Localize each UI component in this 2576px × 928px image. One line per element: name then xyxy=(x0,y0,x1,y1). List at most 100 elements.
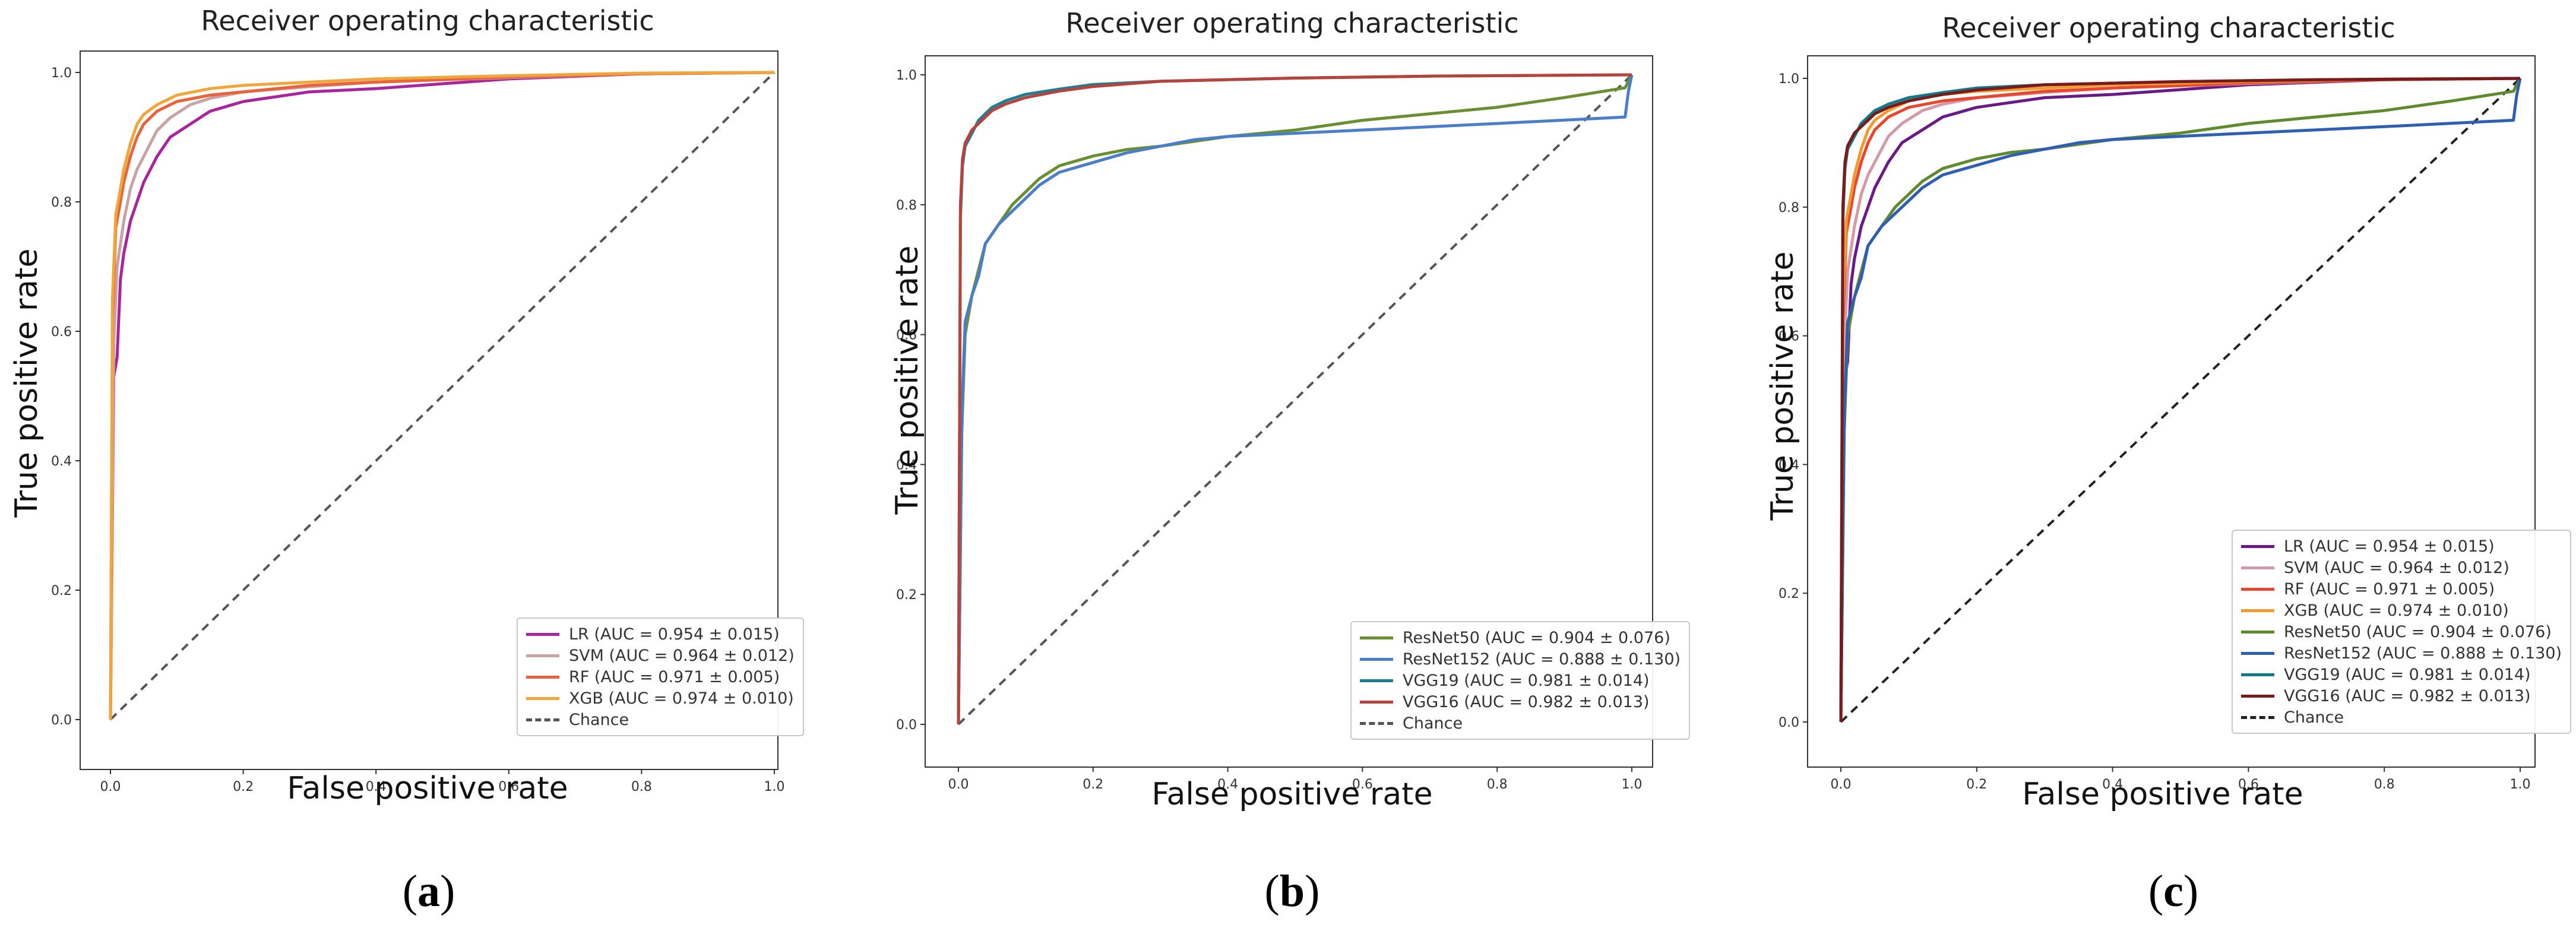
x-tick-label: 0.6 xyxy=(2238,777,2259,792)
legend-label: ResNet50 (AUC = 0.904 ± 0.076) xyxy=(2284,622,2552,641)
legend-label: XGB (AUC = 0.974 ± 0.010) xyxy=(2284,601,2509,620)
x-tick-label: 0.4 xyxy=(366,780,387,794)
legend-item: ResNet152 (AUC = 0.888 ± 0.130) xyxy=(2241,642,2562,664)
series-line-rf xyxy=(1839,77,2521,723)
y-tick-label: 1.0 xyxy=(896,68,917,83)
series-line-lr xyxy=(1839,77,2521,723)
legend-item: Chance xyxy=(526,709,795,730)
y-tick-label: 0.8 xyxy=(51,195,72,210)
y-tick-label: 0.6 xyxy=(51,325,72,340)
legend-item: SVM (AUC = 0.964 ± 0.012) xyxy=(526,645,795,666)
x-tick-label: 1.0 xyxy=(764,780,785,794)
chart-title: Receiver operating characteristic xyxy=(1942,12,2395,44)
legend-label: RF (AUC = 0.971 ± 0.005) xyxy=(569,667,780,686)
y-tick-label: 0.2 xyxy=(51,584,72,598)
x-axis-label: False positive rate xyxy=(287,771,568,806)
series-line-lr xyxy=(109,71,775,720)
chance-line xyxy=(109,71,776,721)
legend: ResNet50 (AUC = 0.904 ± 0.076) ResNet152 … xyxy=(1350,621,1691,740)
legend-label: VGG16 (AUC = 0.982 ± 0.013) xyxy=(1403,692,1650,711)
legend-label: XGB (AUC = 0.974 ± 0.010) xyxy=(569,689,794,708)
chart-title: Receiver operating characteristic xyxy=(1065,7,1519,39)
x-tick-label: 0.0 xyxy=(1831,777,1852,792)
legend-swatch xyxy=(526,675,559,679)
legend-label: LR (AUC = 0.954 ± 0.015) xyxy=(569,625,780,644)
x-tick-label: 0.2 xyxy=(1966,777,1987,792)
legend-swatch xyxy=(526,696,559,700)
y-tick-label: 0.8 xyxy=(896,198,917,213)
legend-item: XGB (AUC = 0.974 ± 0.010) xyxy=(526,688,795,709)
y-axis-label: True positive rate xyxy=(9,248,45,518)
y-tick-label: 0.0 xyxy=(51,713,72,728)
series-line-rf xyxy=(109,71,775,720)
x-tick-label: 0.8 xyxy=(2374,777,2395,792)
legend-swatch xyxy=(526,632,559,636)
legend-item: RF (AUC = 0.971 ± 0.005) xyxy=(526,666,795,688)
x-tick-label: 0.6 xyxy=(1352,777,1373,792)
legend-item: VGG16 (AUC = 0.982 ± 0.013) xyxy=(1360,691,1681,712)
legend-item: RF (AUC = 0.971 ± 0.005) xyxy=(2241,578,2562,600)
panel-label: (c) xyxy=(2148,866,2199,916)
legend-item: VGG16 (AUC = 0.982 ± 0.013) xyxy=(2241,685,2562,707)
legend-label: Chance xyxy=(1403,714,1463,733)
y-tick-label: 0.8 xyxy=(1778,201,1799,216)
y-axis-label: True positive rate xyxy=(890,245,925,515)
legend-label: SVM (AUC = 0.964 ± 0.012) xyxy=(2284,558,2509,577)
y-axis-label: True positive rate xyxy=(1765,251,1800,521)
y-tick-label: 0.6 xyxy=(896,328,917,343)
x-tick-label: 0.4 xyxy=(1217,777,1238,792)
legend-item: LR (AUC = 0.954 ± 0.015) xyxy=(2241,536,2562,557)
y-tick-label: 1.0 xyxy=(51,66,72,81)
panel-label: (a) xyxy=(402,866,455,916)
plot-frame xyxy=(925,55,1653,768)
y-tick-label: 0.4 xyxy=(1778,458,1799,473)
roc-chart-a: 0.0 0.2 0.4 0.6 0.8 1.0 0.0 0.2 0.4 0.6 0.8 1.0 xyxy=(51,50,785,794)
y-tick-label: 0.4 xyxy=(51,454,72,469)
legend: LR (AUC = 0.954 ± 0.015) SVM (AUC = 0.964… xyxy=(517,617,804,736)
legend-swatch xyxy=(1360,636,1393,639)
x-tick-label: 0.2 xyxy=(1083,777,1103,792)
legend-swatch xyxy=(526,718,559,721)
legend-swatch xyxy=(1360,657,1393,661)
legend-label: VGG19 (AUC = 0.981 ± 0.014) xyxy=(2284,665,2531,684)
legend-swatch xyxy=(2241,566,2274,569)
legend-item: VGG19 (AUC = 0.981 ± 0.014) xyxy=(1360,670,1681,691)
legend-label: ResNet152 (AUC = 0.888 ± 0.130) xyxy=(2284,644,2562,663)
y-tick-label: 0.6 xyxy=(1778,330,1799,344)
x-tick-label: 0.2 xyxy=(233,780,254,794)
y-tick-label: 1.0 xyxy=(1778,72,1799,87)
legend: LR (AUC = 0.954 ± 0.015) SVM (AUC = 0.964… xyxy=(2232,530,2572,734)
legend-item: ResNet50 (AUC = 0.904 ± 0.076) xyxy=(2241,621,2562,642)
x-tick-label: 0.8 xyxy=(1487,777,1508,792)
x-tick-label: 1.0 xyxy=(2510,777,2531,792)
series-line-xgb xyxy=(109,71,775,720)
legend-label: RF (AUC = 0.971 ± 0.005) xyxy=(2284,579,2495,598)
legend-swatch xyxy=(2241,544,2274,548)
chart-title: Receiver operating characteristic xyxy=(201,5,654,37)
plot-frame xyxy=(1807,55,2536,768)
series-line-resnet152 xyxy=(1839,78,2522,723)
x-tick-label: 0.6 xyxy=(498,780,519,794)
legend-item: SVM (AUC = 0.964 ± 0.012) xyxy=(2241,557,2562,578)
legend-label: LR (AUC = 0.954 ± 0.015) xyxy=(2284,537,2495,556)
series-line-xgb xyxy=(1839,77,2521,723)
legend-swatch xyxy=(2241,630,2274,634)
legend-item: ResNet152 (AUC = 0.888 ± 0.130) xyxy=(1360,648,1681,670)
legend-label: VGG16 (AUC = 0.982 ± 0.013) xyxy=(2284,686,2531,705)
legend-item: XGB (AUC = 0.974 ± 0.010) xyxy=(2241,600,2562,621)
legend-label: VGG19 (AUC = 0.981 ± 0.014) xyxy=(1403,671,1650,690)
legend-swatch xyxy=(2241,587,2274,591)
legend-item: Chance xyxy=(2241,707,2562,728)
panel-label: (b) xyxy=(1264,866,1320,916)
legend-swatch xyxy=(2241,694,2274,698)
roc-chart-c: 0.0 0.2 0.4 0.6 0.8 1.0 0.0 0.2 0.4 0.6 0.8 1.0 xyxy=(1778,55,2536,792)
legend-swatch xyxy=(1360,700,1393,704)
y-tick-label: 0.2 xyxy=(1778,587,1799,601)
x-tick-label: 0.8 xyxy=(631,780,652,794)
legend-label: Chance xyxy=(569,710,629,729)
y-tick-label: 0.0 xyxy=(896,718,917,733)
panel-a: Receiver operating characteristic 0.0 0.2… xyxy=(0,0,859,928)
roc-chart-b: 0.0 0.2 0.4 0.6 0.8 1.0 0.0 0.2 0.4 0.6 0.8 1.0 xyxy=(896,55,1653,792)
legend-label: Chance xyxy=(2284,708,2344,727)
panel-c: Receiver operating characteristic 0.0 0.2… xyxy=(1717,0,2576,928)
